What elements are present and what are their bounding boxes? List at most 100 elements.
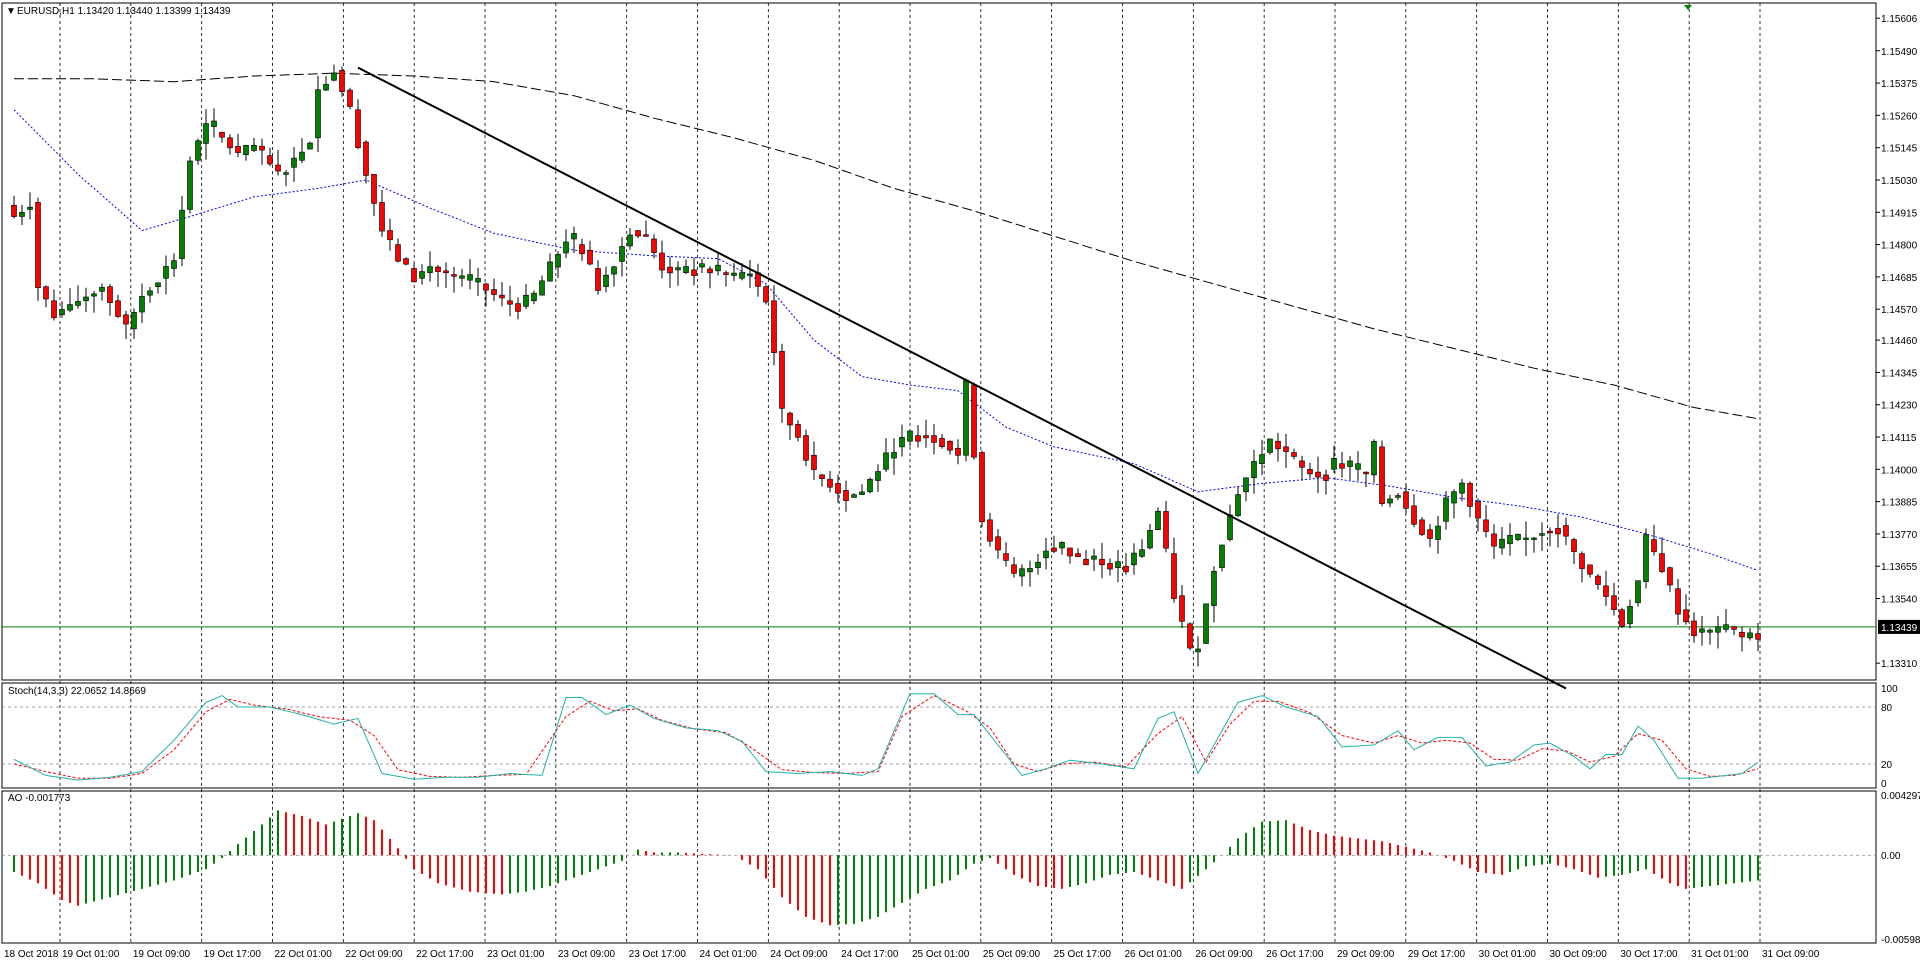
candle-body (923, 435, 929, 439)
candle-body (275, 164, 281, 172)
candle-body (451, 274, 457, 277)
x-tick-label: 25 Oct 17:00 (1054, 949, 1112, 960)
candle-body (955, 447, 961, 456)
candle-body (27, 206, 33, 210)
candle-body (1115, 561, 1121, 568)
candle-body (507, 300, 513, 305)
candle-body (1379, 446, 1385, 504)
candle-body (1579, 553, 1585, 569)
candle-body (147, 290, 153, 296)
symbol-header: EURUSD,H1 1.13420 1.13440 1.13399 1.1343… (17, 6, 231, 17)
candle-body (771, 300, 777, 354)
candle-body (1715, 626, 1721, 633)
candle-body (1163, 511, 1169, 549)
candle-body (667, 266, 673, 274)
candle-body (1243, 477, 1249, 493)
candle-body (1019, 568, 1025, 577)
candle-body (1587, 564, 1593, 575)
y-tick-label: 1.14570 (1881, 305, 1918, 316)
candle-body (819, 474, 825, 479)
candle-body (587, 249, 593, 265)
candle-body (1219, 544, 1225, 568)
candle-body (403, 258, 409, 265)
ao-axis-label: 0.00 (1881, 851, 1901, 862)
y-tick-label: 1.13310 (1881, 659, 1918, 670)
candle-body (739, 272, 745, 279)
candle-body (1499, 538, 1505, 549)
candle-body (1739, 631, 1745, 638)
candle-body (131, 312, 137, 330)
candle-body (1187, 623, 1193, 649)
candle-body (499, 294, 505, 299)
y-tick-label: 1.14915 (1881, 208, 1918, 219)
candle-body (699, 263, 705, 268)
candle-body (219, 131, 225, 138)
y-tick-label: 1.15260 (1881, 111, 1918, 122)
candle-body (203, 123, 209, 144)
x-tick-label: 29 Oct 09:00 (1337, 949, 1395, 960)
candle-body (1467, 483, 1473, 507)
candle-body (931, 435, 937, 443)
candle-body (707, 268, 713, 274)
candle-body (1235, 494, 1241, 516)
ao-header: AO -0.001773 (8, 793, 71, 804)
current-price-label: 1.13439 (1881, 623, 1918, 634)
candle-body (1747, 632, 1753, 639)
x-tick-label: 22 Oct 17:00 (416, 949, 474, 960)
candle-body (211, 120, 217, 127)
ao-pane (1, 790, 1877, 944)
main-pane (1, 2, 1877, 681)
candle-body (1147, 530, 1153, 549)
candle-body (139, 295, 145, 313)
candle-body (579, 244, 585, 255)
candle-body (1035, 561, 1041, 568)
candle-body (1155, 510, 1161, 531)
candle-body (1059, 542, 1065, 549)
x-tick-label: 30 Oct 17:00 (1620, 949, 1678, 960)
candle-body (1227, 514, 1233, 540)
candle-body (1459, 482, 1465, 494)
candle-body (51, 300, 57, 319)
candle-body (843, 490, 849, 501)
candle-body (1443, 497, 1449, 522)
candle-body (691, 269, 697, 276)
candle-body (731, 272, 737, 276)
x-tick-label: 24 Oct 01:00 (700, 949, 758, 960)
candle-body (1643, 534, 1649, 582)
candle-body (1659, 553, 1665, 572)
candle-body (963, 379, 969, 456)
candle-body (1299, 460, 1305, 468)
x-tick-label: 23 Oct 09:00 (558, 949, 616, 960)
candle-body (1723, 624, 1729, 630)
current-price-box (1878, 619, 1920, 634)
candle-body (867, 478, 873, 493)
candle-body (523, 294, 529, 307)
candle-body (1075, 553, 1081, 557)
candle-body (915, 435, 921, 442)
candle-body (1651, 539, 1657, 553)
candle-body (1427, 529, 1433, 539)
x-tick-label: 26 Oct 17:00 (1266, 949, 1324, 960)
candle-body (1275, 440, 1281, 450)
stoch-pane (1, 682, 1877, 789)
candle-body (1635, 580, 1641, 604)
candle-body (1099, 558, 1105, 566)
x-tick-label: 25 Oct 01:00 (912, 949, 970, 960)
x-tick-label: 23 Oct 17:00 (629, 949, 687, 960)
candle-body (547, 261, 553, 282)
stoch-axis-label: 80 (1881, 703, 1893, 714)
candle-body (1731, 626, 1737, 630)
candle-body (163, 266, 169, 279)
candle-body (235, 145, 241, 153)
candle-body (1419, 519, 1425, 535)
candle-body (1603, 585, 1609, 597)
candle-body (1451, 491, 1457, 504)
y-tick-label: 1.14460 (1881, 336, 1918, 347)
candle-body (723, 272, 729, 275)
x-tick-label: 31 Oct 09:00 (1762, 949, 1820, 960)
candle-body (1091, 555, 1097, 560)
x-tick-label: 26 Oct 09:00 (1195, 949, 1253, 960)
x-tick-label: 22 Oct 01:00 (275, 949, 333, 960)
